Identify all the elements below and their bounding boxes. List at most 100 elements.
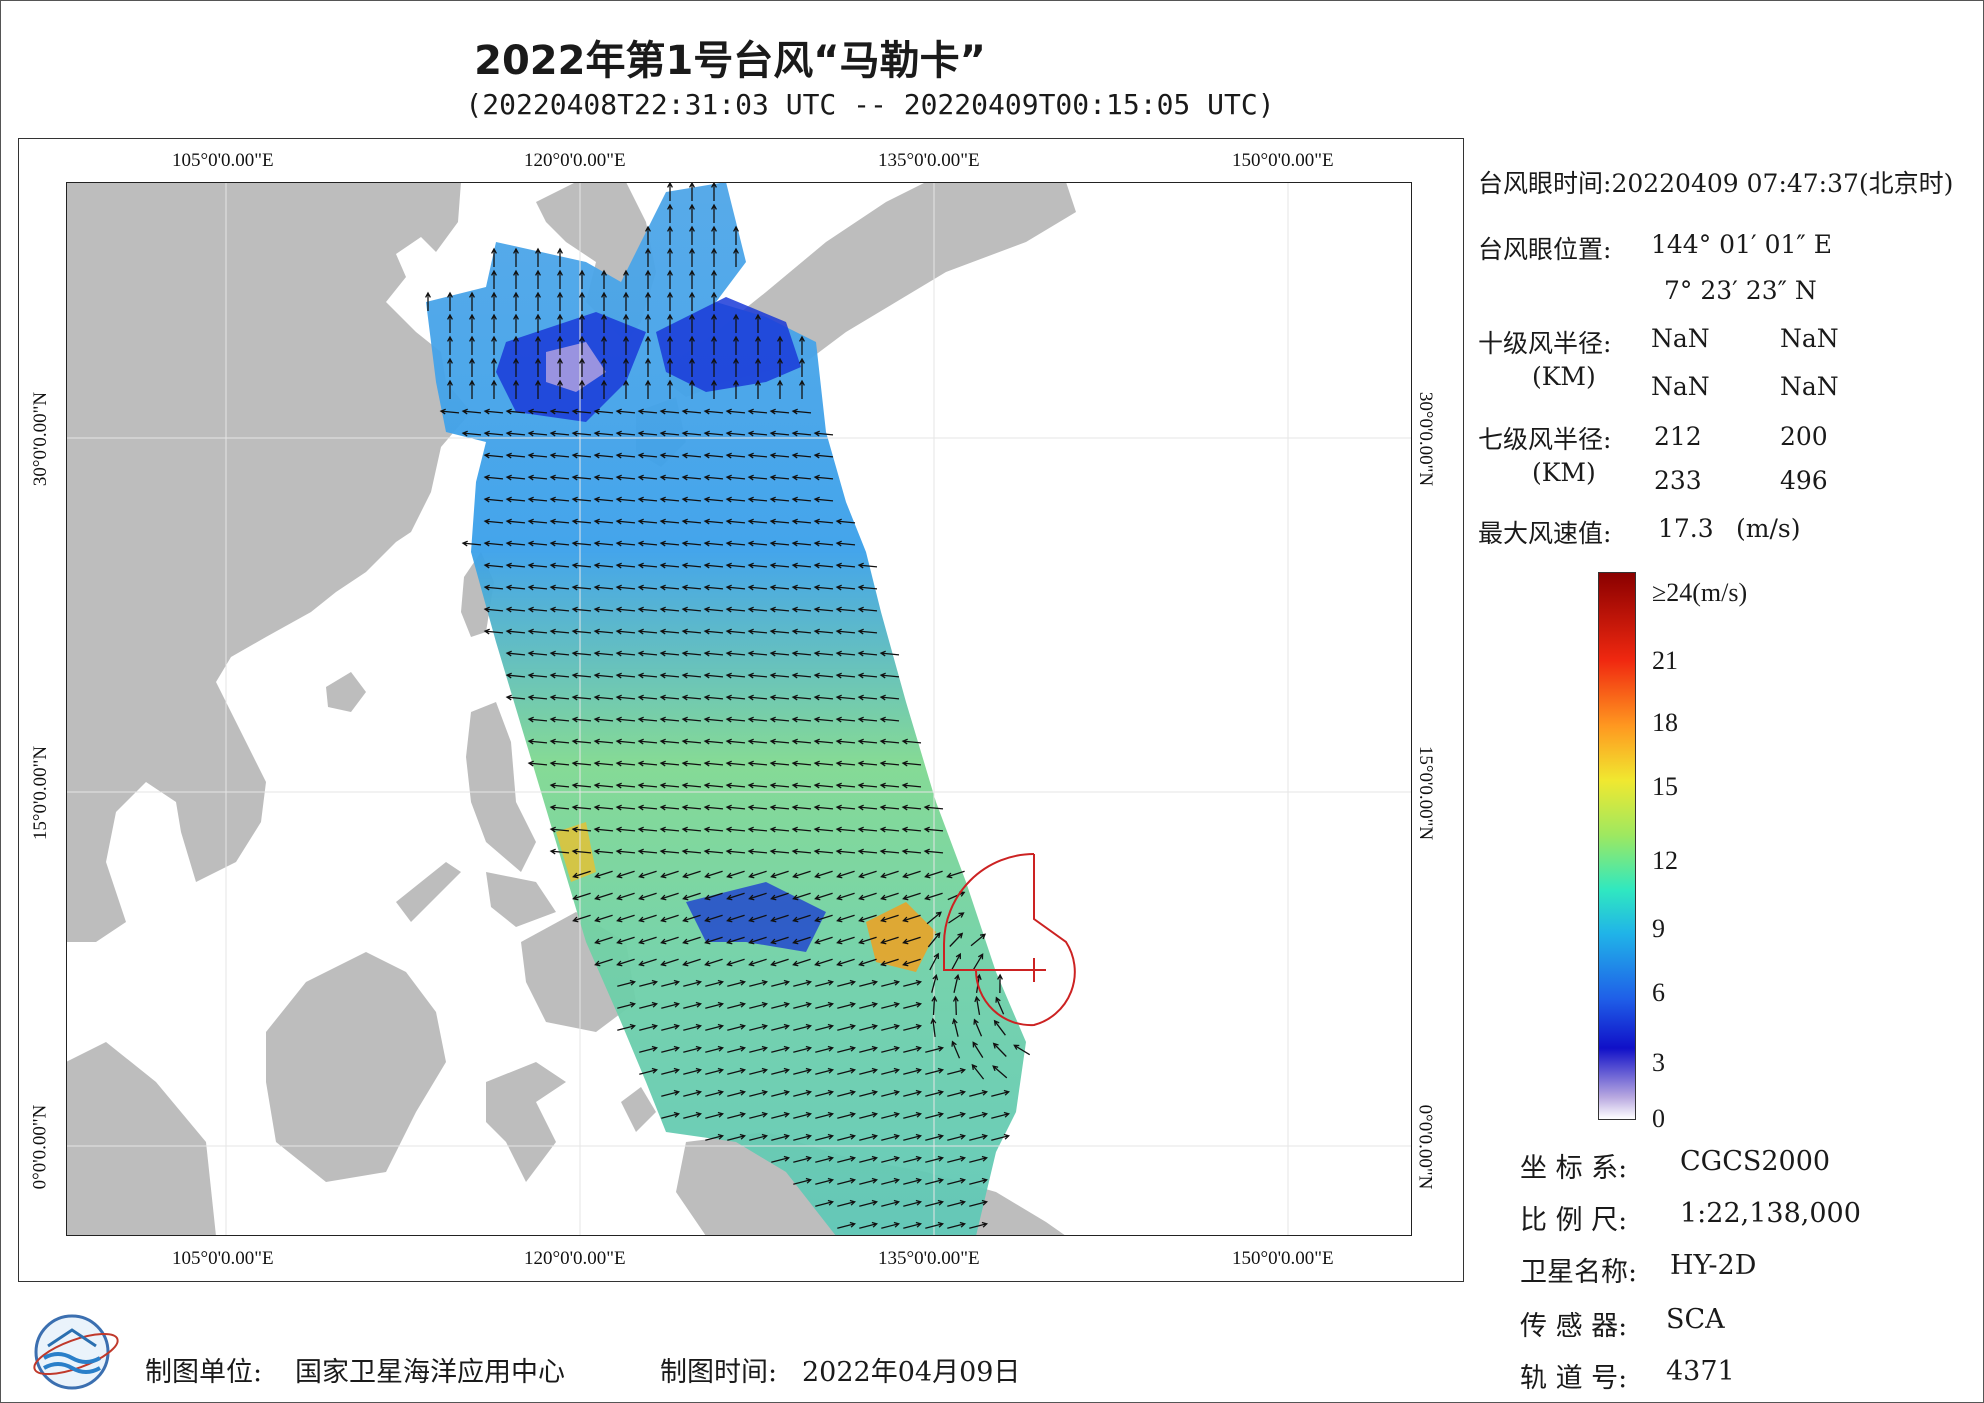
wind-arrow	[749, 979, 768, 987]
wind-arrow	[725, 474, 746, 481]
wind-arrow	[813, 782, 834, 789]
wind-arrow	[645, 357, 651, 377]
wind-arrow	[929, 952, 939, 971]
date-value: 2022年04月09日	[802, 1357, 1021, 1388]
wind-arrow	[755, 357, 761, 377]
wind-arrow	[857, 782, 878, 789]
wind-arrow	[747, 562, 768, 569]
wind-arrow	[571, 848, 592, 855]
wind-arrow	[571, 606, 592, 613]
wind-arrow	[667, 357, 673, 377]
wind-arrow	[681, 826, 702, 833]
wind-arrow	[837, 1221, 856, 1229]
wind-arrow	[747, 540, 768, 547]
wind-arrow	[769, 804, 790, 811]
wind-arrow	[791, 562, 812, 569]
wind-arrow	[879, 672, 900, 679]
wind-arrow	[881, 1155, 900, 1163]
wind-arrow	[681, 430, 702, 437]
wind-field-map[interactable]	[66, 182, 1412, 1236]
wind-arrow	[747, 496, 768, 503]
wind-arrow	[571, 760, 592, 767]
land-palawan	[396, 862, 461, 922]
wind-arrow	[659, 782, 680, 789]
wind-arrow	[623, 269, 629, 289]
wind-arrow	[769, 496, 790, 503]
wind-arrow	[857, 760, 878, 767]
wind-arrow	[901, 782, 922, 789]
wind-arrow	[879, 782, 900, 789]
wind-arrow	[747, 848, 768, 855]
wind-arrow	[835, 518, 856, 525]
lat-tick-left-0: 0°0'0.00"N	[29, 1104, 51, 1190]
wind-arrow	[667, 291, 673, 311]
wind-arrow	[617, 1023, 636, 1031]
wind-arrow	[593, 606, 614, 613]
wind-arrow	[661, 1089, 680, 1097]
wind-arrow	[615, 672, 636, 679]
wind-arrow	[505, 562, 526, 569]
wind-arrow	[637, 694, 658, 701]
wind-arrow	[727, 1023, 746, 1031]
eye-time-value: 20220409 07:47:37(北京时)	[1611, 169, 1954, 198]
wind-arrow	[681, 474, 702, 481]
wind-arrow	[931, 995, 938, 1016]
wind-arrow	[659, 408, 680, 415]
wind-arrow	[972, 1041, 984, 1058]
crs-value: CGCS2000	[1680, 1146, 1831, 1177]
wind-arrow	[769, 628, 790, 635]
wind-arrow	[571, 474, 592, 481]
wind-arrow	[571, 650, 592, 657]
wind-arrow	[903, 1177, 922, 1185]
wind-arrow	[682, 914, 701, 923]
wind-arrow	[549, 496, 570, 503]
wind-arrow	[623, 335, 629, 355]
wind-arrow	[903, 1221, 922, 1229]
wind-arrow	[447, 313, 453, 333]
wind-arrow	[777, 379, 783, 399]
wind-arrow	[925, 1177, 944, 1185]
wind-arrow	[615, 738, 636, 745]
wind-arrow	[681, 848, 702, 855]
wind-arrow	[813, 540, 834, 547]
wind-arrow	[748, 914, 767, 923]
wind-arrow	[791, 496, 812, 503]
wind-arrow	[469, 313, 475, 333]
wind-arrow	[903, 979, 922, 987]
wind-arrow	[571, 738, 592, 745]
wind-arrow	[594, 936, 613, 945]
wind-arrow	[815, 1177, 834, 1185]
wind-arrow	[579, 379, 585, 399]
wind-arrow	[513, 247, 519, 267]
wind-arrow	[857, 584, 878, 591]
typhoon-eye-icon	[1022, 958, 1046, 982]
wind-arrow	[637, 716, 658, 723]
wind-arrow	[974, 995, 981, 1016]
wind-arrow	[615, 804, 636, 811]
wind-arrow	[793, 1089, 812, 1097]
wind-arrow	[637, 496, 658, 503]
wind-arrow	[952, 995, 959, 1016]
wind-arrow	[593, 782, 614, 789]
wind-arrow	[645, 335, 651, 355]
wind-arrow	[748, 870, 767, 879]
wind-arrow	[992, 1065, 1008, 1079]
wind-arrow	[747, 430, 768, 437]
wind-arrow	[469, 379, 475, 399]
wind-arrow	[925, 1089, 944, 1097]
wind-arrow	[859, 1133, 878, 1141]
wind-arrow	[949, 932, 964, 947]
colorbar-label-24: ≥24(m/s)	[1652, 578, 1748, 607]
wind-arrow	[925, 1221, 944, 1229]
wind-arrow	[659, 606, 680, 613]
wind-arrow	[859, 1199, 878, 1207]
wind-arrow	[579, 335, 585, 355]
wind-arrow	[799, 379, 805, 399]
wind-arrow	[793, 1067, 812, 1075]
wind-arrow	[637, 804, 658, 811]
wind-arrow	[947, 1155, 966, 1163]
wind-arrow	[726, 914, 745, 923]
wind-arrow	[703, 628, 724, 635]
wind-arrow	[791, 672, 812, 679]
wind-arrow	[813, 452, 834, 459]
